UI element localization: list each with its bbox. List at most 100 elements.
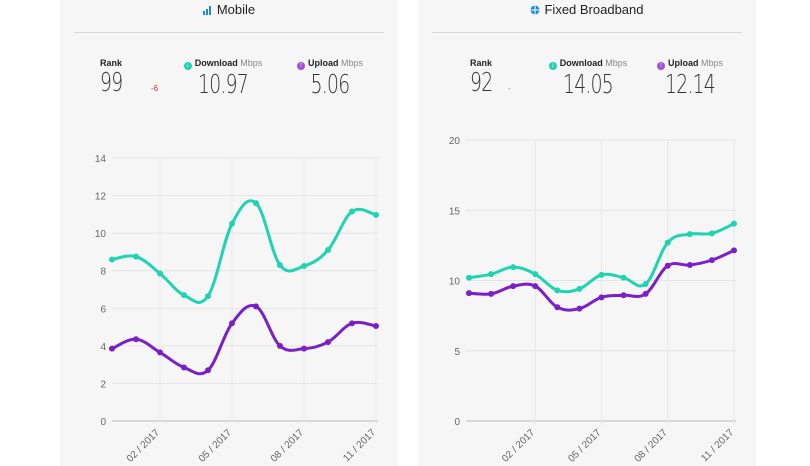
y-tick-label: 12 [95,192,107,203]
fixed-upload: ↑ Upload Mbps 12.14 [640,58,740,100]
upload-point[interactable] [205,367,211,374]
x-tick-label: 08 / 2017 [633,427,671,465]
download-point[interactable] [576,285,583,292]
upload-point[interactable] [731,247,737,254]
download-point[interactable] [109,256,115,263]
y-tick-label: 20 [449,136,461,147]
fixed-title: Fixed Broadband [418,2,756,18]
upload-point[interactable] [708,257,715,264]
mobile-title: Mobile [60,2,398,18]
rank-change: -6 [151,84,159,93]
chart-1: 0 5 10 15 20 02 / 2017 05 / 2017 08 / 2017 11 / … [449,136,737,465]
upload-point[interactable] [253,303,259,310]
upload-point[interactable] [301,345,307,352]
rank-change: - [508,84,511,93]
unit-label: Mbps [341,58,364,68]
download-icon: ↓ [183,62,192,70]
upload-point[interactable] [181,364,187,371]
mobile-rank: Rank 99 [100,58,150,98]
upload-point[interactable] [325,339,331,346]
x-tick-label: 05 / 2017 [197,427,235,465]
upload-point[interactable] [554,304,561,311]
y-tick-label: 15 [449,206,461,217]
download-point[interactable] [181,292,187,299]
y-tick-label: 6 [100,304,106,315]
upload-point[interactable] [466,290,472,297]
download-point[interactable] [373,211,379,218]
download-point[interactable] [642,281,649,288]
download-point[interactable] [349,208,355,215]
fixed-title-text: Fixed Broadband [544,2,644,17]
y-tick-label: 14 [95,154,107,165]
download-point[interactable] [133,253,139,260]
upload-point[interactable] [373,322,379,329]
unit-label: Mbps [605,58,628,68]
upload-point[interactable] [598,294,605,301]
y-tick-label: 5 [454,347,460,358]
download-point[interactable] [301,263,307,270]
upload-point[interactable] [664,262,671,269]
download-point[interactable] [277,262,283,269]
upload-point[interactable] [157,349,163,356]
upload-value: 12.14 [665,70,716,100]
mobile-title-text: Mobile [216,2,256,17]
unit-label: Mbps [701,58,724,68]
upload-point[interactable] [277,342,283,349]
y-tick-label: 10 [95,229,107,240]
divider [432,32,742,33]
download-point[interactable] [532,271,539,278]
y-tick-label: 0 [454,417,460,428]
upload-label: Upload [667,58,699,68]
upload-icon: ↑ [296,62,305,70]
download-point[interactable] [325,247,331,254]
upload-point[interactable] [686,262,693,269]
x-tick-label: 11 / 2017 [341,427,378,464]
upload-point[interactable] [109,345,115,352]
upload-point[interactable] [488,290,495,297]
download-label: Download [559,58,603,68]
x-tick-label: 02 / 2017 [125,427,163,465]
upload-icon: ↑ [656,62,665,70]
upload-value: 5.06 [310,70,351,100]
download-point[interactable] [253,200,259,207]
x-tick-label: 11 / 2017 [699,427,736,464]
upload-label: Upload [307,58,339,68]
mobile-download: ↓ Download Mbps 10.97 [168,58,278,100]
upload-point[interactable] [576,305,583,312]
download-point[interactable] [664,239,671,246]
x-tick-label: 08 / 2017 [269,427,307,465]
rank-value: 92 [470,68,493,98]
download-point[interactable] [554,287,561,294]
download-point[interactable] [620,274,627,281]
upload-point[interactable] [229,320,235,327]
download-point[interactable] [205,293,211,300]
upload-point[interactable] [510,283,517,290]
download-point[interactable] [510,264,517,271]
upload-line [111,304,377,376]
download-point[interactable] [708,230,715,237]
download-value: 14.05 [563,70,614,100]
rank-label: Rank [100,58,123,68]
upload-point[interactable] [642,290,649,297]
upload-point[interactable] [133,336,139,343]
download-point[interactable] [686,231,693,238]
download-point[interactable] [157,270,163,277]
y-tick-label: 2 [100,379,106,390]
fixed-rank: Rank 92 [470,58,520,98]
download-point[interactable] [488,271,495,278]
rank-label: Rank [470,58,493,68]
mobile-upload: ↑ Upload Mbps 5.06 [280,58,380,100]
download-icon: ↓ [548,62,557,70]
upload-point[interactable] [532,283,539,290]
download-point[interactable] [466,274,472,281]
download-point[interactable] [731,220,737,227]
download-value: 10.97 [198,70,249,100]
unit-label: Mbps [240,58,263,68]
rank-value: 99 [100,68,123,98]
y-tick-label: 4 [100,342,106,353]
upload-point[interactable] [349,320,355,327]
upload-point[interactable] [620,292,627,299]
download-point[interactable] [229,220,235,227]
download-point[interactable] [598,271,605,278]
